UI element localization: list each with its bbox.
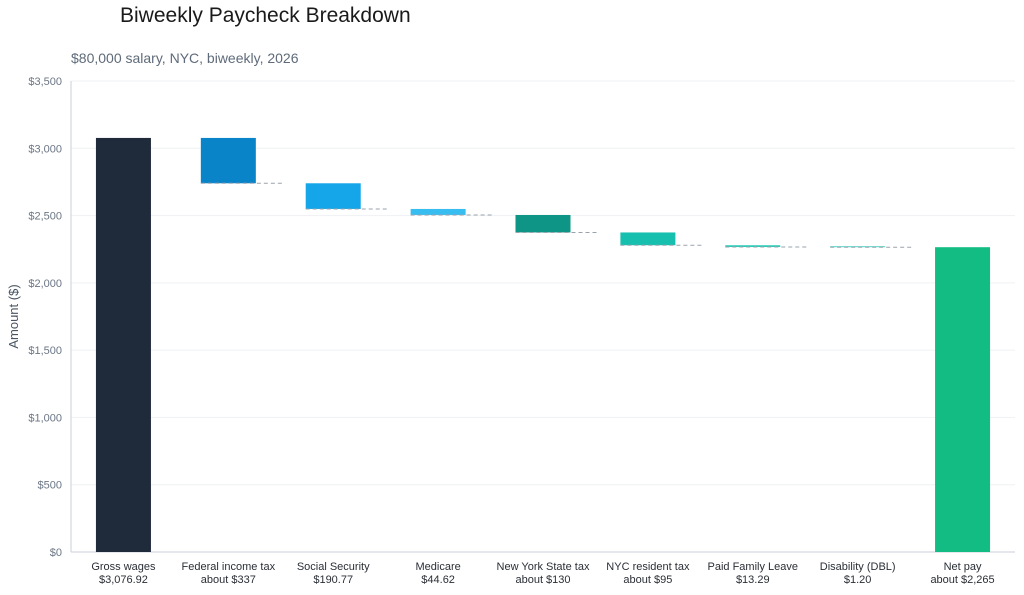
bar xyxy=(515,214,571,233)
y-tick-label: $1,500 xyxy=(28,345,62,357)
bar xyxy=(95,137,151,552)
category-value-label: $3,076.92 xyxy=(99,574,148,586)
y-tick-label: $1,000 xyxy=(28,412,62,424)
chart-title: Biweekly Paycheck Breakdown xyxy=(120,4,411,27)
bar xyxy=(620,232,676,246)
y-tick-label: $3,500 xyxy=(28,76,62,88)
category-value-label: $44.62 xyxy=(421,574,455,586)
y-axis-label: Amount ($) xyxy=(6,284,21,348)
bar xyxy=(725,245,781,248)
category-label: Net pay xyxy=(944,561,982,573)
category-value-label: about $130 xyxy=(515,574,570,586)
category-value-label: about $95 xyxy=(623,574,672,586)
bar xyxy=(305,183,361,209)
bar xyxy=(935,247,991,552)
category-label: Federal income tax xyxy=(182,561,276,573)
category-label: Medicare xyxy=(415,561,460,573)
y-tick-label: $0 xyxy=(50,547,62,559)
category-label: Disability (DBL) xyxy=(820,561,896,573)
bar xyxy=(830,246,886,248)
category-label: Social Security xyxy=(297,561,370,573)
y-tick-label: $2,000 xyxy=(28,278,62,290)
y-tick-label: $500 xyxy=(38,480,62,492)
y-tick-label: $2,500 xyxy=(28,211,62,223)
category-label: New York State tax xyxy=(497,561,590,573)
category-label: Gross wages xyxy=(91,561,156,573)
category-value-label: $190.77 xyxy=(313,574,353,586)
bar xyxy=(410,208,466,215)
category-value-label: $13.29 xyxy=(736,574,770,586)
bar xyxy=(200,137,256,184)
category-label: NYC resident tax xyxy=(606,561,690,573)
category-value-label: $1.20 xyxy=(844,574,872,586)
chart-subtitle: $80,000 salary, NYC, biweekly, 2026 xyxy=(71,50,299,66)
category-label: Paid Family Leave xyxy=(708,561,799,573)
category-value-label: about $2,265 xyxy=(930,574,994,586)
y-tick-label: $3,000 xyxy=(28,143,62,155)
category-value-label: about $337 xyxy=(201,574,256,586)
